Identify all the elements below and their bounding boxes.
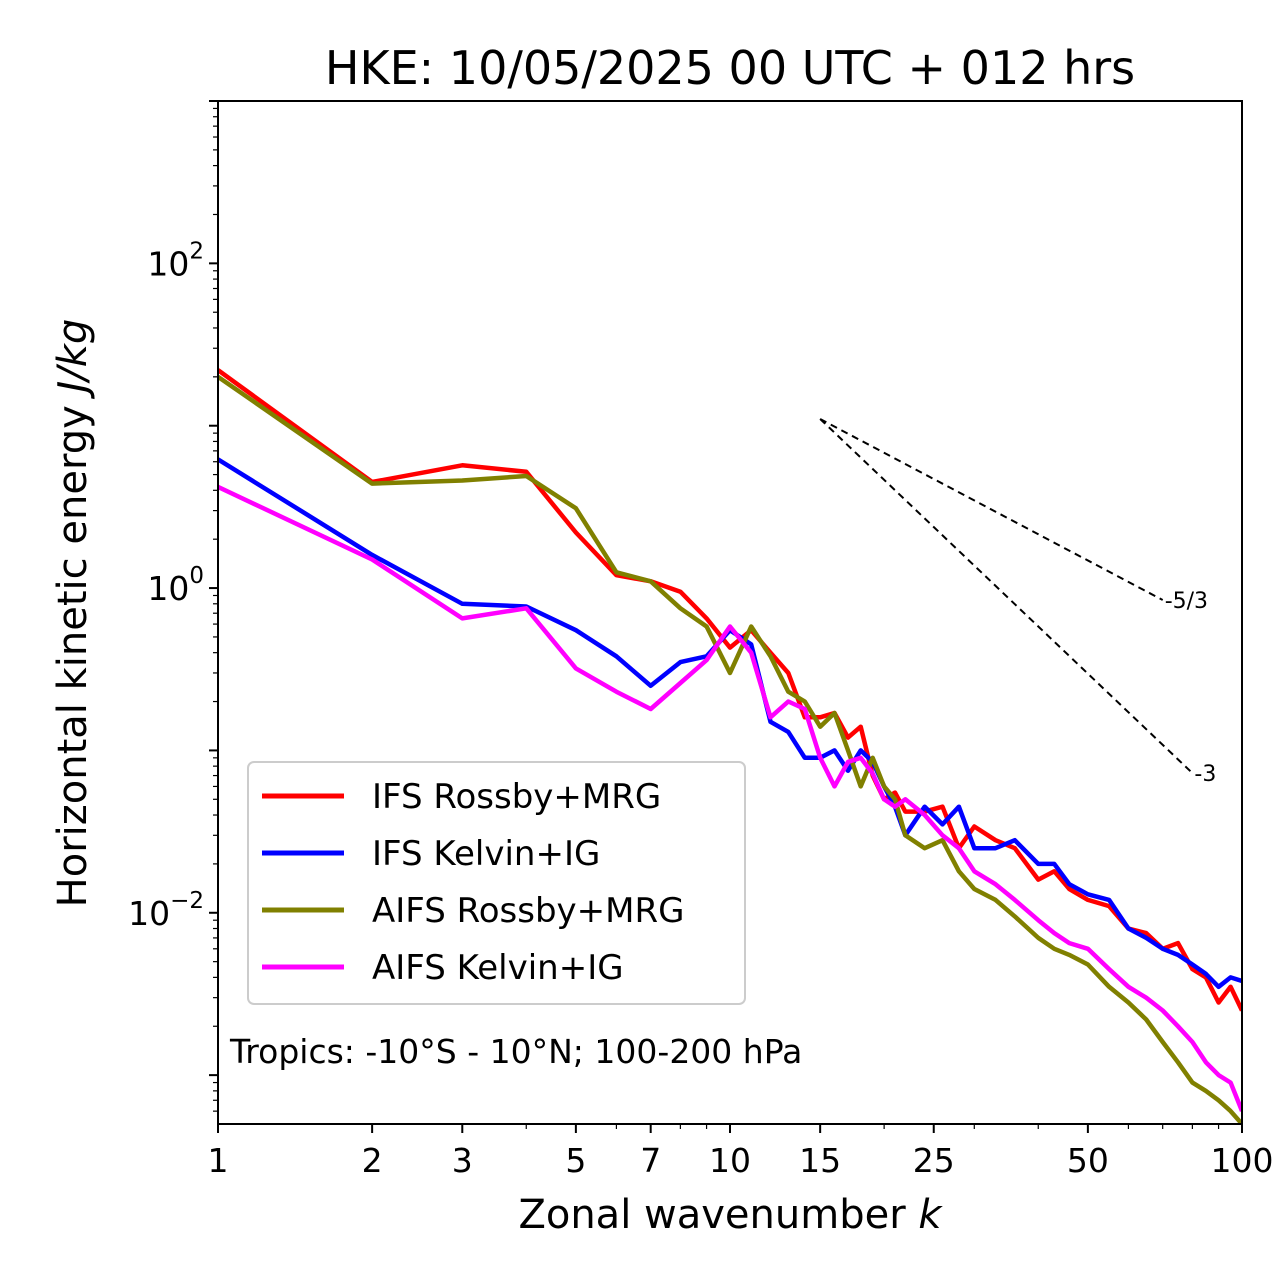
x-tick-label: 5 (565, 1141, 586, 1180)
series-line (218, 484, 1242, 1112)
reference-slopes: -5/3 -3 (819, 418, 1216, 787)
x-tick-label: 10 (709, 1141, 751, 1180)
x-tick-labels: 1 2 3 5 7 10 15 25 50 100 (208, 1141, 1274, 1180)
legend-label: AIFS Rossby+MRG (372, 891, 684, 931)
x-tick-label: 15 (799, 1141, 841, 1180)
series-lines (218, 368, 1242, 1124)
y-axis-label-text: Horizontal kinetic energy (50, 405, 96, 907)
reference-slope-label: -3 (1194, 762, 1216, 787)
x-tick-label: 7 (640, 1141, 661, 1180)
y-axis-label-unit: J/kg (50, 319, 96, 400)
reference-slope-line (819, 418, 1164, 601)
major-ticks (209, 100, 1243, 1133)
y-axis-label: Horizontal kinetic energy J/kg (50, 319, 96, 908)
x-tick-label: 3 (452, 1141, 473, 1180)
plot-frame (217, 100, 1243, 1125)
x-tick-label: 25 (913, 1141, 955, 1180)
reference-slope-line (819, 418, 1194, 774)
x-tick-label: 1 (208, 1141, 229, 1180)
x-tick-label: 2 (362, 1141, 383, 1180)
x-axis-label-text: Zonal wavenumber (518, 1192, 906, 1238)
legend-label: IFS Kelvin+IG (372, 834, 600, 874)
legend-box (247, 761, 746, 1005)
series-line (218, 374, 1242, 1124)
y-tick-label: 10−2 (128, 888, 204, 933)
x-axis-label: Zonal wavenumber k (518, 1192, 943, 1238)
region-annotation: Tropics: -10°S - 10°N; 100-200 hPa (229, 1032, 802, 1071)
x-tick-label: 100 (1211, 1141, 1274, 1180)
y-tick-label: 100 (147, 563, 204, 608)
legend-label: IFS Rossby+MRG (372, 777, 661, 817)
x-axis-label-var: k (918, 1192, 943, 1238)
y-tick-labels: 102 100 10−2 (128, 238, 204, 932)
x-tick-label: 50 (1067, 1141, 1109, 1180)
legend-label: AIFS Kelvin+IG (372, 948, 624, 988)
reference-slope-label: -5/3 (1165, 589, 1208, 614)
chart-title: HKE: 10/05/2025 00 UTC + 012 hrs (325, 41, 1135, 95)
y-tick-label: 102 (147, 238, 204, 283)
legend: IFS Rossby+MRG IFS Kelvin+IG AIFS Rossby+M… (247, 761, 746, 1005)
